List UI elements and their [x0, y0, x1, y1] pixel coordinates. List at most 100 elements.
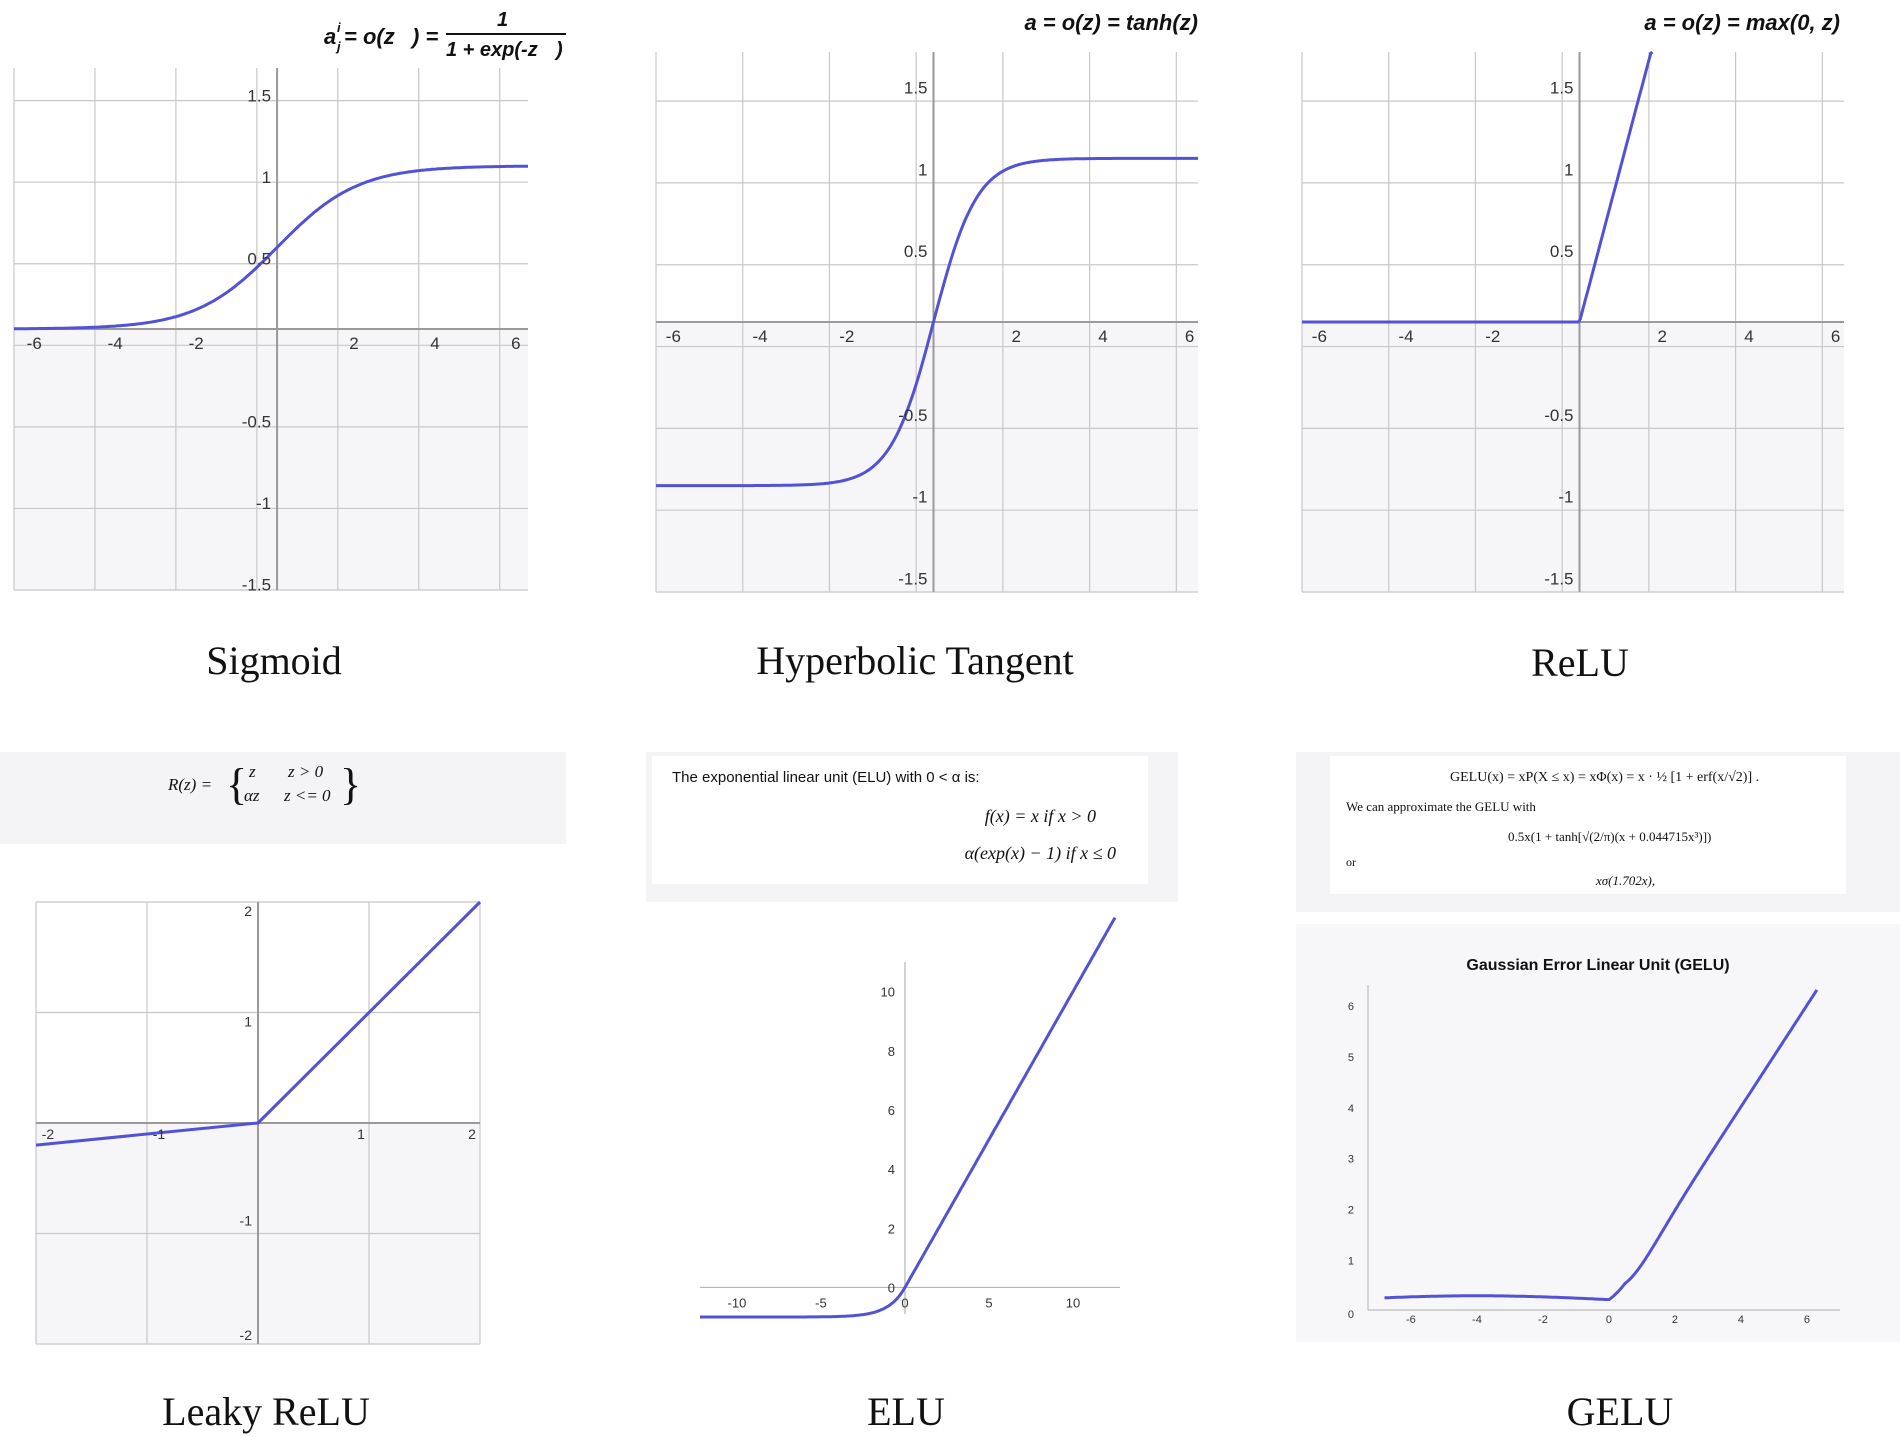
gelu-caption: GELU: [1567, 1389, 1674, 1434]
leaky-ytick-label: 2: [244, 903, 252, 919]
gelu-xtick-label: 0: [1606, 1314, 1612, 1326]
relu-ytick-label: 0.5: [1550, 242, 1574, 261]
gelu-ytick-label: 1: [1348, 1255, 1354, 1267]
gelu-xtick-label: 2: [1672, 1314, 1678, 1326]
elu-formula-inner: [652, 756, 1148, 884]
tanh-grid: [655, 52, 1198, 593]
sigmoid-curve: [13, 164, 528, 331]
tanh-xtick-label: -2: [839, 327, 854, 346]
relu-grid: [1301, 52, 1844, 593]
elu-axes: [700, 962, 1120, 1315]
leaky-brace-right: }: [340, 760, 361, 809]
gelu-tick-labels: -6 -4 -2 0 2 4 6 6 5 4 3 2 1 0: [1348, 1001, 1810, 1326]
sigmoid-xtick-label: -4: [108, 334, 123, 353]
elu-xtick-label: 0: [901, 1295, 908, 1310]
gelu-ytick-label: 3: [1348, 1154, 1354, 1166]
relu-xtick-label: 2: [1657, 327, 1666, 346]
gelu-ytick-label: 4: [1348, 1103, 1354, 1115]
gelu-xtick-label: 6: [1804, 1314, 1810, 1326]
gelu-ytick-label: 0: [1348, 1309, 1354, 1321]
sigmoid-ytick-label: 1: [262, 168, 271, 187]
leaky-curve: [35, 900, 482, 1147]
sigmoid-grid: [13, 68, 528, 591]
relu-formula: a = o(z) = max(0, z): [1644, 10, 1840, 35]
gelu-or: or: [1346, 855, 1356, 869]
leaky-case1-expr: z: [248, 762, 256, 781]
sigmoid-formula-mid: = o(z: [344, 24, 395, 49]
elu-line2: α(exp(x) − 1) if x ≤ 0: [965, 843, 1116, 864]
gelu-chart-title: Gaussian Error Linear Unit (GELU): [1466, 957, 1729, 974]
relu-xtick-label: -2: [1485, 327, 1500, 346]
tanh-ytick-label: -1: [912, 488, 927, 507]
tanh-xtick-label: -6: [666, 327, 681, 346]
relu-xtick-label: -6: [1312, 327, 1327, 346]
sigmoid-xtick-label: 2: [349, 334, 358, 353]
elu-xtick-label: -10: [728, 1295, 747, 1310]
gelu-formula-inner: [1330, 756, 1846, 894]
tanh-lower-shade: [656, 322, 1198, 592]
elu-xtick-label: -5: [815, 1295, 827, 1310]
relu-ytick-label: 1.5: [1550, 79, 1574, 98]
elu-ytick-label: 8: [888, 1044, 895, 1059]
elu-ytick-label: 6: [888, 1103, 895, 1118]
leaky-ytick-label: -2: [240, 1327, 253, 1343]
leaky-case1-cond: z > 0: [287, 762, 324, 781]
relu-ytick-label: 1: [1564, 160, 1573, 179]
elu-ytick-label: 2: [888, 1221, 895, 1236]
sigmoid-tick-labels: -6 -4 -2 2 4 6 1.5 1 0.5 -0.5 -1 -1.5: [27, 86, 521, 594]
gelu-definition: GELU(x) = xP(X ≤ x) = xΦ(x) = x · ½ [1 +…: [1450, 770, 1759, 785]
sigmoid-formula-denominator: 1 + exp(-z: [446, 39, 538, 61]
tanh-ytick-label: -1.5: [898, 569, 927, 588]
relu-xtick-label: -4: [1399, 327, 1414, 346]
sigmoid-ytick-label: -1.5: [242, 576, 271, 595]
leaky-xtick-label: 1: [357, 1126, 365, 1142]
leaky-panel: R(z) = { z z > 0 αz z <= 0 } -2 -1 1 221-1-…: [0, 752, 566, 1434]
leaky-formula-lhs: R(z) =: [167, 775, 212, 794]
elu-ytick-label: 10: [880, 985, 894, 1000]
tanh-xtick-label: 4: [1098, 327, 1107, 346]
leaky-formula-box: [0, 752, 566, 844]
tanh-curve: [656, 156, 1198, 488]
leaky-ytick-label: -1: [240, 1213, 253, 1229]
sigmoid-lower-shade: [14, 329, 528, 590]
gelu-plot-background: [1296, 924, 1900, 1342]
relu-curve: [1302, 50, 1654, 324]
sigmoid-formula-eq: ) =: [410, 24, 438, 49]
relu-xtick-label: 6: [1831, 327, 1840, 346]
leaky-brace-left: {: [226, 760, 247, 809]
sigmoid-ytick-label: -0.5: [242, 413, 271, 432]
gelu-approx1: 0.5x(1 + tanh[√(2/π)(x + 0.044715x³)]): [1508, 829, 1711, 844]
sigmoid-formula-numerator: 1: [497, 9, 508, 31]
gelu-panel: GELU(x) = xP(X ≤ x) = xΦ(x) = x · ½ [1 +…: [1296, 752, 1900, 1434]
leaky-xtick-label: -2: [42, 1126, 55, 1142]
leaky-tick-labels: -2 -1 1 2 2 1 -1 -2: [42, 903, 476, 1343]
sigmoid-formula-denominator-end: ): [554, 39, 563, 61]
sigmoid-ytick-label: -1: [256, 494, 271, 513]
gelu-xtick-label: -2: [1538, 1314, 1548, 1326]
elu-xtick-label: 10: [1066, 1295, 1080, 1310]
relu-lower-shade: [1302, 322, 1844, 592]
relu-caption: ReLU: [1531, 640, 1629, 685]
gelu-axes: [1367, 985, 1840, 1311]
tanh-ytick-label: 0.5: [904, 242, 928, 261]
sigmoid-xtick-label: 4: [430, 334, 439, 353]
elu-line1: f(x) = x if x > 0: [985, 806, 1096, 827]
sigmoid-xtick-label: 6: [511, 334, 520, 353]
elu-caption: ELU: [867, 1389, 945, 1434]
elu-xtick-label: 5: [985, 1295, 992, 1310]
relu-panel: -6 -4 -2 2 4 6 1.5 1 0.5 -0.5 -1 -1.5 a = o(z) = ma…: [1301, 10, 1844, 685]
tanh-panel: -6 -4 -2 2 4 6 1.5 1 0.5 -0.5 -1 -1.5 a = o(z) = ta…: [655, 10, 1198, 683]
sigmoid-formula-lhs: a: [324, 24, 336, 49]
leaky-xtick-label: -1: [153, 1126, 166, 1142]
tanh-xtick-label: -4: [753, 327, 768, 346]
gelu-ytick-label: 2: [1348, 1204, 1354, 1216]
sigmoid-formula-sup: i: [337, 20, 341, 35]
leaky-case2-expr: αz: [244, 786, 260, 805]
gelu-xtick-label: -6: [1406, 1314, 1416, 1326]
sigmoid-caption: Sigmoid: [206, 638, 342, 683]
sigmoid-xtick-label: -2: [189, 334, 204, 353]
sigmoid-xtick-label: -6: [27, 334, 42, 353]
sigmoid-ytick-label: 1.5: [247, 86, 271, 105]
relu-ytick-label: -1: [1558, 488, 1573, 507]
